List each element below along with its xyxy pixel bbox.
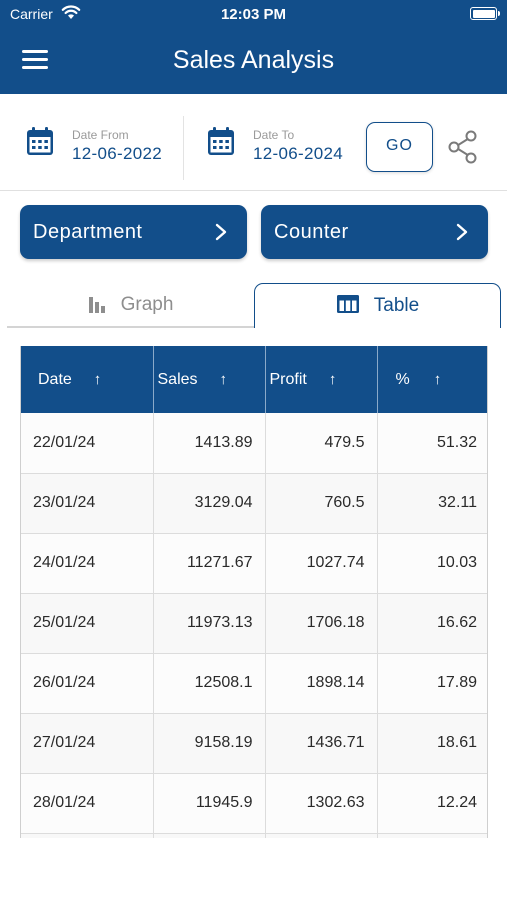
table-row[interactable]: 23/01/24 3129.04 760.5 32.11 (21, 473, 487, 534)
app-bar: Sales Analysis (0, 28, 507, 94)
cell-profit: 479.5 (264, 413, 377, 474)
date-from-picker[interactable]: Date From 12-06-2022 (24, 124, 174, 164)
cell-profit: 1436.71 (264, 713, 377, 774)
date-from-value: 12-06-2022 (72, 144, 162, 163)
cell-sales: 9158.19 (152, 713, 265, 774)
cell-date: 27/01/24 (21, 713, 153, 774)
counter-label: Counter (274, 221, 349, 243)
share-icon[interactable] (446, 129, 480, 165)
date-to-value: 12-06-2024 (253, 144, 343, 163)
table-row[interactable]: 22/01/24 1413.89 479.5 51.32 (21, 413, 487, 474)
counter-button[interactable]: Counter (261, 205, 488, 259)
cell-date (21, 833, 153, 838)
sort-up-arrow-icon: ↑ (433, 370, 442, 388)
column-header-sales[interactable]: Sales ↑ (152, 346, 265, 413)
cell-profit (264, 833, 377, 838)
cell-sales (152, 833, 265, 838)
cell-date: 26/01/24 (21, 653, 153, 714)
cell-date: 23/01/24 (21, 473, 153, 534)
table-row[interactable]: 25/01/24 11973.13 1706.18 16.62 (21, 593, 487, 654)
cell-sales: 11271.67 (152, 533, 265, 594)
cell-percent: 51.32 (376, 413, 487, 474)
date-to-label: Date To (253, 128, 295, 142)
cell-percent: 17.89 (376, 653, 487, 714)
cell-percent: 16.62 (376, 593, 487, 654)
cell-date: 25/01/24 (21, 593, 153, 654)
table-row[interactable]: 26/01/24 12508.1 1898.14 17.89 (21, 653, 487, 714)
cell-profit: 1898.14 (264, 653, 377, 714)
clock: 12:03 PM (220, 6, 287, 23)
column-header-date[interactable]: Date ↑ (21, 346, 153, 413)
sales-table: Date ↑ Sales ↑ Profit ↑ % ↑ 22/01/24 1413.89… (21, 346, 487, 838)
cell-percent: 18.61 (376, 713, 487, 774)
table-row[interactable]: 28/01/24 11945.9 1302.63 12.24 (21, 773, 487, 834)
date-from-label: Date From (72, 128, 129, 142)
cell-profit: 1706.18 (264, 593, 377, 654)
cell-date: 28/01/24 (21, 773, 153, 834)
page-title: Sales Analysis (172, 46, 335, 74)
hamburger-menu-icon[interactable] (22, 50, 48, 72)
column-header-percent[interactable]: % ↑ (376, 346, 487, 413)
date-range-bar: Date From 12-06-2022 Date To 12-06-2024 … (0, 94, 507, 191)
cell-percent: 10.03 (376, 533, 487, 594)
calendar-icon (27, 127, 53, 155)
table-icon (336, 295, 359, 313)
cell-profit: 1027.74 (264, 533, 377, 594)
table-row[interactable] (21, 833, 487, 838)
view-tabs: Graph Table (0, 283, 507, 328)
go-button[interactable]: GO (366, 122, 433, 172)
carrier-label: Carrier (10, 6, 53, 22)
cell-sales: 1413.89 (152, 413, 265, 474)
cell-profit: 1302.63 (264, 773, 377, 834)
department-button[interactable]: Department (20, 205, 247, 259)
cell-sales: 12508.1 (152, 653, 265, 714)
sales-table-container[interactable]: Date ↑ Sales ↑ Profit ↑ % ↑ 22/01/24 1413.89… (20, 346, 488, 838)
tab-graph[interactable]: Graph (7, 283, 253, 328)
cell-profit: 760.5 (264, 473, 377, 534)
table-row[interactable]: 27/01/24 9158.19 1436.71 18.61 (21, 713, 487, 774)
cell-sales: 11973.13 (152, 593, 265, 654)
tab-table[interactable]: Table (254, 283, 501, 328)
status-bar: Carrier 12:03 PM (0, 0, 507, 28)
cell-percent: 12.24 (376, 773, 487, 834)
divider (183, 116, 184, 180)
tab-graph-label: Graph (120, 294, 174, 315)
cell-date: 22/01/24 (21, 413, 153, 474)
department-label: Department (33, 221, 143, 243)
table-row[interactable]: 24/01/24 11271.67 1027.74 10.03 (21, 533, 487, 594)
sort-up-arrow-icon: ↑ (219, 370, 228, 388)
chevron-right-icon (456, 223, 468, 241)
battery-icon (470, 7, 500, 20)
cell-sales: 3129.04 (152, 473, 265, 534)
table-header-row: Date ↑ Sales ↑ Profit ↑ % ↑ (21, 346, 487, 413)
cell-percent (376, 833, 487, 838)
wifi-icon (61, 5, 81, 19)
tab-baseline (7, 326, 500, 328)
tab-table-label: Table (373, 295, 420, 316)
date-to-picker[interactable]: Date To 12-06-2024 (205, 124, 355, 164)
cell-sales: 11945.9 (152, 773, 265, 834)
cell-date: 24/01/24 (21, 533, 153, 594)
calendar-icon (208, 127, 234, 155)
bar-chart-icon (88, 297, 105, 313)
sort-up-arrow-icon: ↑ (328, 370, 337, 388)
sort-up-arrow-icon: ↑ (93, 370, 102, 388)
cell-percent: 32.11 (376, 473, 487, 534)
column-header-profit[interactable]: Profit ↑ (264, 346, 377, 413)
chevron-right-icon (215, 223, 227, 241)
